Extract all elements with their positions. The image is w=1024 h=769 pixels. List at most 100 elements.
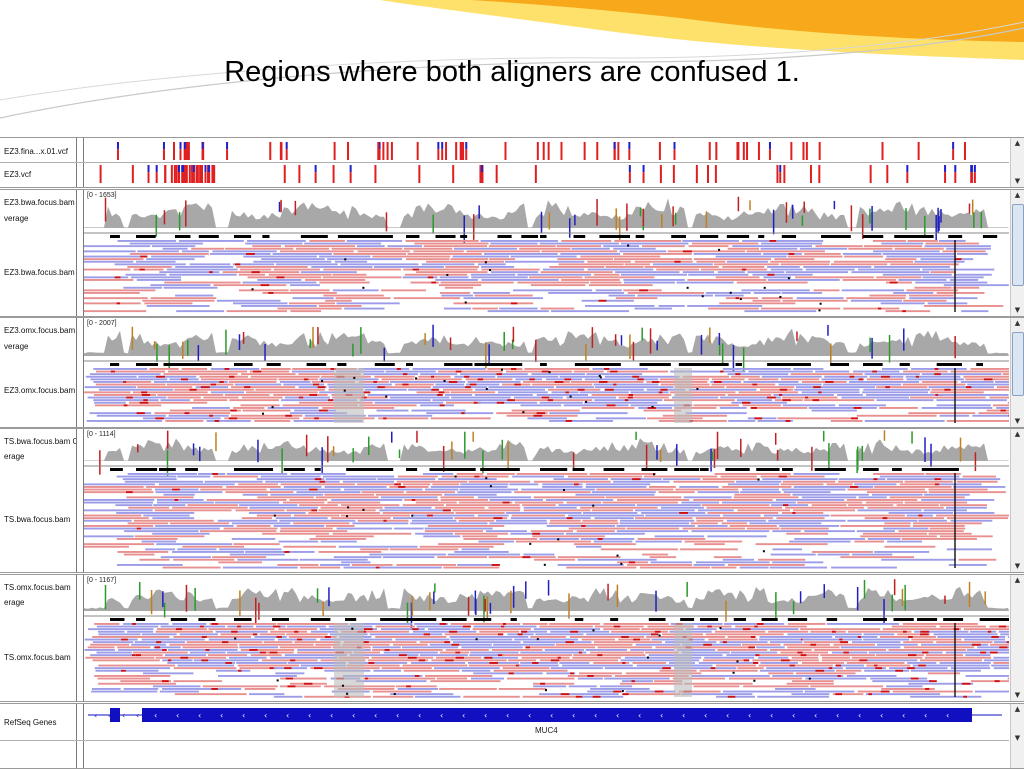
- svg-text:‹: ‹: [528, 711, 531, 720]
- svg-text:‹: ‹: [616, 711, 619, 720]
- gene-track-name[interactable]: RefSeq Genes: [4, 718, 57, 727]
- svg-text:‹: ‹: [836, 711, 839, 720]
- svg-text:‹: ‹: [374, 711, 377, 720]
- bam-scrollbar[interactable]: ▲ ▼: [1010, 318, 1024, 427]
- coverage-track-suffix: erage: [4, 598, 25, 607]
- bam-panel-ts-omx: TS.omx.focus.bam erage TS.omx.focus.bam …: [0, 574, 1024, 702]
- svg-text:‹: ‹: [220, 711, 223, 720]
- coverage-track-name[interactable]: EZ3.omx.focus.bam: [4, 326, 76, 335]
- bam-scrollbar[interactable]: ▲ ▼: [1010, 575, 1024, 701]
- coverage-track-suffix: verage: [4, 342, 29, 351]
- scroll-up-icon[interactable]: ▲: [1014, 139, 1021, 147]
- scroll-up-icon[interactable]: ▲: [1014, 191, 1021, 199]
- svg-text:‹: ‹: [572, 711, 575, 720]
- svg-text:‹: ‹: [308, 711, 311, 720]
- svg-text:‹: ‹: [792, 711, 795, 720]
- alignment-data-area[interactable]: [0 - 2007]: [84, 318, 1009, 427]
- attribute-column: [77, 190, 84, 316]
- alignment-reads: [84, 430, 1009, 569]
- svg-text:‹: ‹: [108, 711, 111, 720]
- alignment-data-area[interactable]: [0 - 1653]: [84, 190, 1009, 316]
- alignment-track-name[interactable]: TS.omx.focus.bam: [4, 653, 71, 662]
- coverage-track-name[interactable]: TS.omx.focus.bam: [4, 583, 71, 592]
- alignment-reads: [84, 324, 1009, 423]
- alignment-data-area[interactable]: [0 - 1167]: [84, 575, 1009, 701]
- scroll-down-icon[interactable]: ▼: [1014, 306, 1021, 314]
- scroll-up-icon[interactable]: ▲: [1014, 319, 1021, 327]
- track-separator: [0, 162, 1009, 163]
- track-name-vcf-2[interactable]: EZ3.vcf: [4, 170, 32, 179]
- svg-text:‹: ‹: [176, 711, 179, 720]
- scroll-up-icon[interactable]: ▲: [1014, 705, 1021, 713]
- svg-text:‹: ‹: [726, 711, 729, 720]
- alignment-track-name[interactable]: EZ3.bwa.focus.bam: [4, 268, 75, 277]
- svg-text:‹: ‹: [770, 711, 773, 720]
- attribute-column: [77, 429, 84, 572]
- alignment-track-name[interactable]: EZ3.omx.focus.bam: [4, 386, 76, 395]
- coverage-range: [0 - 1114]: [87, 431, 116, 438]
- scroll-thumb[interactable]: [1012, 204, 1024, 286]
- track-name-column: TS.omx.focus.bam erage TS.omx.focus.bam: [0, 575, 77, 701]
- svg-text:‹: ‹: [682, 711, 685, 720]
- coverage-range: [0 - 1167]: [87, 577, 117, 584]
- svg-text:‹: ‹: [594, 711, 597, 720]
- bam-scrollbar[interactable]: ▲ ▼: [1010, 429, 1024, 572]
- svg-text:‹: ‹: [122, 711, 125, 720]
- scroll-down-icon[interactable]: ▼: [1014, 417, 1021, 425]
- gene-data-area[interactable]: ‹ ‹ ‹ ‹ ‹ ‹ ‹ ‹ ‹ ‹ ‹ ‹ ‹ ‹ ‹ ‹ ‹ ‹ ‹ ‹ ‹ ‹ ‹ ‹ ‹ ‹ ‹ ‹ ‹ ‹ ‹ ‹ ‹ ‹ ‹ ‹ ‹ ‹ ‹ ‹…: [84, 704, 1009, 768]
- svg-text:‹: ‹: [946, 711, 949, 720]
- svg-text:‹: ‹: [506, 711, 509, 720]
- svg-text:‹: ‹: [352, 711, 355, 720]
- scroll-up-icon[interactable]: ▲: [1014, 576, 1021, 584]
- alignment-track-name[interactable]: TS.bwa.focus.bam: [4, 515, 71, 524]
- svg-text:‹: ‹: [660, 711, 663, 720]
- svg-text:‹: ‹: [902, 711, 905, 720]
- alignment-reads: [84, 579, 1009, 698]
- slide-background-swoosh: [0, 0, 1024, 119]
- track-name-column: EZ3.omx.focus.bam verage EZ3.omx.focus.b…: [0, 318, 77, 427]
- scroll-down-icon[interactable]: ▼: [1014, 562, 1021, 570]
- svg-text:‹: ‹: [638, 711, 641, 720]
- coverage-track-name[interactable]: EZ3.bwa.focus.bam: [4, 198, 75, 207]
- vcf-scrollbar[interactable]: ▲ ▼: [1010, 138, 1024, 187]
- bam-panel-ez3-omx: EZ3.omx.focus.bam verage EZ3.omx.focus.b…: [0, 317, 1024, 428]
- svg-text:‹: ‹: [704, 711, 707, 720]
- svg-text:‹: ‹: [462, 711, 465, 720]
- attribute-column: [77, 575, 84, 701]
- svg-text:‹: ‹: [418, 711, 421, 720]
- svg-text:‹: ‹: [264, 711, 267, 720]
- svg-text:‹: ‹: [136, 711, 139, 720]
- gene-label: MUC4: [535, 726, 558, 735]
- alignment-data-area[interactable]: [0 - 1114]: [84, 429, 1009, 572]
- gene-feature[interactable]: ‹ ‹ ‹ ‹ ‹ ‹ ‹ ‹ ‹ ‹ ‹ ‹ ‹ ‹ ‹ ‹ ‹ ‹ ‹ ‹ ‹ ‹ ‹ ‹ ‹ ‹ ‹ ‹ ‹ ‹ ‹ ‹ ‹ ‹ ‹ ‹ ‹ ‹ ‹ ‹…: [84, 704, 1009, 768]
- track-name-column: TS.bwa.focus.bam C erage TS.bwa.focus.ba…: [0, 429, 77, 572]
- attribute-column: [77, 704, 84, 768]
- scroll-down-icon[interactable]: ▼: [1014, 691, 1021, 699]
- coverage-track-suffix: erage: [4, 452, 25, 461]
- bam-panel-ts-bwa: TS.bwa.focus.bam C erage TS.bwa.focus.ba…: [0, 428, 1024, 573]
- svg-text:‹: ‹: [550, 711, 553, 720]
- svg-text:‹: ‹: [286, 711, 289, 720]
- track-name-vcf-1[interactable]: EZ3.fina...x.01.vcf: [4, 147, 69, 156]
- panel-separator: [0, 740, 1009, 741]
- track-name-column: EZ3.bwa.focus.bam verage EZ3.bwa.focus.b…: [0, 190, 77, 316]
- scroll-down-icon[interactable]: ▼: [1014, 734, 1021, 742]
- coverage-track-suffix: verage: [4, 214, 29, 223]
- scroll-thumb[interactable]: [1012, 332, 1024, 396]
- gene-panel: RefSeq Genes ‹ ‹ ‹ ‹ ‹ ‹ ‹ ‹ ‹ ‹ ‹ ‹ ‹ ‹ ‹ ‹ ‹ ‹ ‹ ‹ ‹ ‹ ‹ ‹ ‹ ‹ ‹…: [0, 703, 1024, 769]
- svg-text:‹: ‹: [94, 711, 97, 720]
- svg-text:‹: ‹: [198, 711, 201, 720]
- svg-text:‹: ‹: [924, 711, 927, 720]
- bam-scrollbar[interactable]: ▲ ▼: [1010, 190, 1024, 316]
- alignment-reads: [84, 196, 1009, 313]
- coverage-range: [0 - 2007]: [87, 320, 117, 327]
- svg-text:‹: ‹: [858, 711, 861, 720]
- svg-text:‹: ‹: [484, 711, 487, 720]
- scroll-down-icon[interactable]: ▼: [1014, 177, 1021, 185]
- coverage-track-name[interactable]: TS.bwa.focus.bam C: [4, 437, 76, 446]
- svg-text:‹: ‹: [440, 711, 443, 720]
- coverage-range: [0 - 1653]: [87, 192, 117, 199]
- scroll-up-icon[interactable]: ▲: [1014, 430, 1021, 438]
- attribute-column: [77, 318, 84, 427]
- gene-scrollbar[interactable]: ▲ ▼: [1010, 704, 1024, 768]
